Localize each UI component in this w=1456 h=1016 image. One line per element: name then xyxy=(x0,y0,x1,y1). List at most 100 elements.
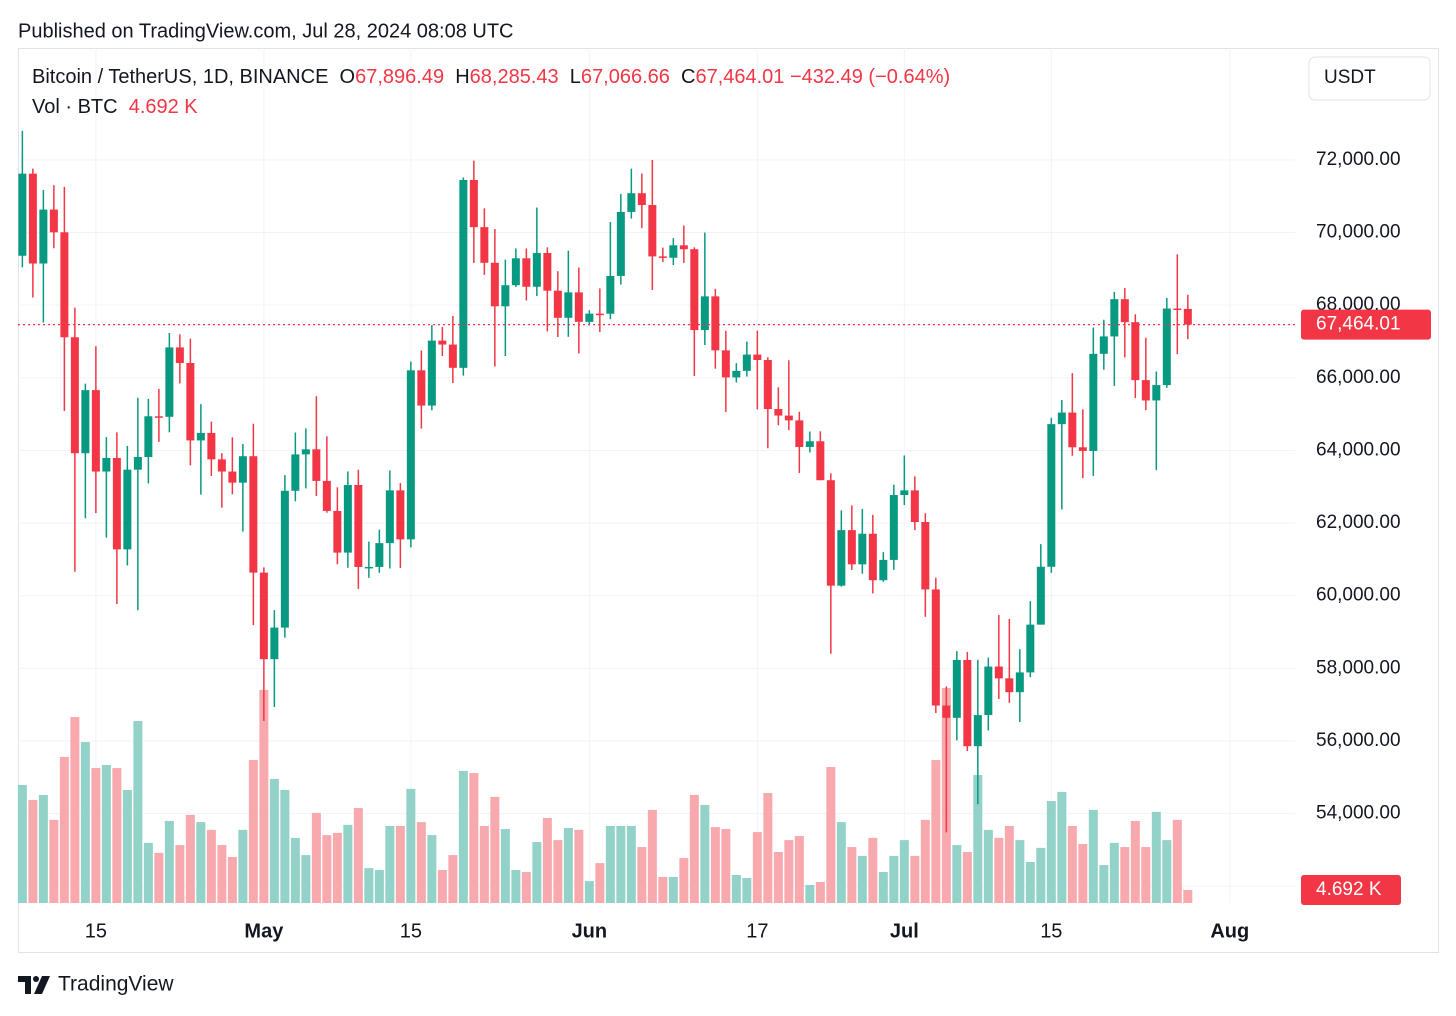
volume-bar xyxy=(1151,811,1161,903)
ohlc-key: H xyxy=(455,66,470,88)
candle-body xyxy=(448,344,457,368)
candle-body xyxy=(858,533,867,565)
candle-body xyxy=(931,589,940,706)
volume-bar xyxy=(931,760,941,903)
candle-body xyxy=(249,456,258,573)
candle-body xyxy=(144,416,153,458)
candle-body xyxy=(102,457,111,472)
volume-bar xyxy=(248,760,258,903)
volume-bar xyxy=(301,855,311,903)
candle-body xyxy=(333,510,342,553)
volume-bar xyxy=(1130,820,1140,903)
candle-body xyxy=(1047,424,1056,567)
volume-bar xyxy=(1099,865,1109,903)
candle-body xyxy=(1068,412,1077,448)
chart-frame xyxy=(18,48,1439,953)
candle-body xyxy=(60,232,69,338)
y-tick-label: 70,000.00 xyxy=(1316,222,1401,243)
volume-bar xyxy=(1141,847,1151,903)
candle-body xyxy=(280,490,289,628)
brand-logo xyxy=(18,976,50,994)
currency[interactable]: USDT xyxy=(1324,67,1376,88)
volume-bar xyxy=(143,842,153,903)
candle-body xyxy=(669,245,678,258)
candle-body xyxy=(1036,566,1045,625)
volume-bar xyxy=(794,835,804,903)
volume-bar xyxy=(532,842,542,903)
volume-bar xyxy=(427,835,437,903)
volume-bar xyxy=(595,863,605,903)
volume-bar xyxy=(479,825,489,903)
candle-body xyxy=(396,490,405,540)
candle-body xyxy=(406,370,415,540)
x-tick-label: 17 xyxy=(746,920,768,942)
volume-bar xyxy=(1036,847,1046,903)
x-tick-label: Jul xyxy=(890,920,919,942)
volume-bar xyxy=(1172,819,1182,903)
candle-body xyxy=(1057,412,1066,425)
volume-bar xyxy=(28,799,38,903)
volume-legend: Vol · BTC 4.692 K xyxy=(32,96,198,119)
volume-bar xyxy=(91,768,101,903)
candle-body xyxy=(1110,299,1119,337)
x-tick-label: May xyxy=(244,920,284,942)
y-tick-label: 60,000.00 xyxy=(1316,585,1401,606)
volume-bar xyxy=(122,789,132,903)
volume-bar xyxy=(679,858,689,903)
volume-bar xyxy=(1046,801,1056,903)
volume-bar xyxy=(878,871,888,903)
ohlc-value: 67,066.66 xyxy=(580,66,670,88)
volume-bar xyxy=(847,847,857,903)
volume-bar xyxy=(553,840,563,903)
volume-bar xyxy=(1067,825,1077,903)
volume-axis-label: 4.692 K xyxy=(1316,879,1382,900)
candle-body xyxy=(217,459,226,472)
candle-body xyxy=(637,193,646,206)
volume-bar xyxy=(700,804,710,903)
x-tick-label: 15 xyxy=(1040,920,1062,942)
volume-bar xyxy=(374,870,384,903)
candle-body xyxy=(553,290,562,318)
volume-bar xyxy=(416,822,426,903)
ohlc-value: 68,285.43 xyxy=(469,66,559,88)
volume-bar xyxy=(164,820,174,903)
candle-body xyxy=(826,480,835,586)
volume-bar xyxy=(889,855,899,903)
candle-body xyxy=(900,490,909,496)
currency-box[interactable] xyxy=(1308,56,1431,101)
volume-bar xyxy=(1057,791,1067,903)
volume-bar xyxy=(920,819,930,903)
y-tick-label: 66,000.00 xyxy=(1316,367,1401,388)
candle-body xyxy=(837,530,846,586)
ohlc-value: 67,896.49 xyxy=(355,66,445,88)
candle-body xyxy=(322,480,331,511)
volume-bar xyxy=(815,881,825,903)
candle-body xyxy=(721,350,730,378)
candle-body xyxy=(753,354,762,360)
volume-bar xyxy=(101,765,111,903)
volume-bar xyxy=(1025,861,1035,903)
candle-body xyxy=(679,245,688,250)
candle-body xyxy=(354,484,363,567)
volume-bar xyxy=(962,852,972,903)
ohlc-key: L xyxy=(569,66,581,88)
candle-body xyxy=(28,173,37,264)
volume-bar xyxy=(385,825,395,903)
candle-body xyxy=(648,205,657,257)
volume-bar xyxy=(364,868,374,903)
ohlc-value: 67,464.01 xyxy=(695,66,785,88)
volume-bar xyxy=(343,824,353,903)
volume-bar xyxy=(70,717,80,903)
symbol-legend: Bitcoin / TetherUS, 1D, BINANCE O67,896.… xyxy=(32,66,950,89)
candle-body xyxy=(301,449,310,455)
volume-bar xyxy=(994,837,1004,903)
volume-bar xyxy=(668,876,678,903)
volume-bar xyxy=(238,829,248,903)
volume-bar xyxy=(38,794,48,903)
volume-bar xyxy=(1078,843,1088,903)
volume-bar xyxy=(1120,847,1130,903)
last-price-label: 67,464.01 xyxy=(1316,314,1401,335)
candle-body xyxy=(459,179,468,368)
candle-body xyxy=(1089,353,1098,451)
